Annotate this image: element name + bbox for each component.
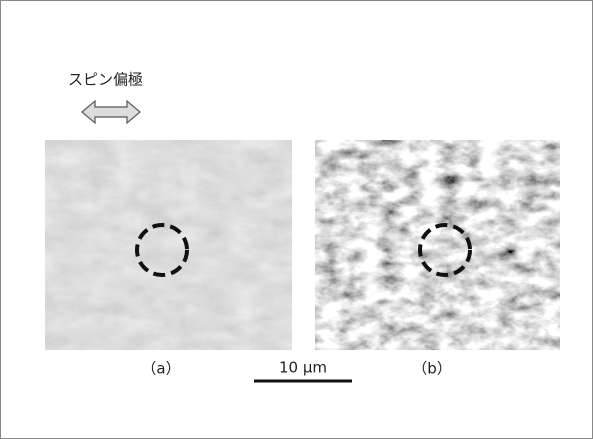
figure: スピン偏極 （a） （b） 10 µm bbox=[0, 0, 593, 439]
panel-label: （a） bbox=[141, 360, 180, 378]
polarization-label: スピン偏極 bbox=[68, 71, 143, 89]
scale-bar-label: 10 µm bbox=[279, 359, 327, 377]
image-b bbox=[315, 140, 560, 350]
image-a bbox=[45, 140, 292, 350]
double-arrow bbox=[82, 101, 140, 123]
panel-label: （b） bbox=[412, 360, 452, 378]
